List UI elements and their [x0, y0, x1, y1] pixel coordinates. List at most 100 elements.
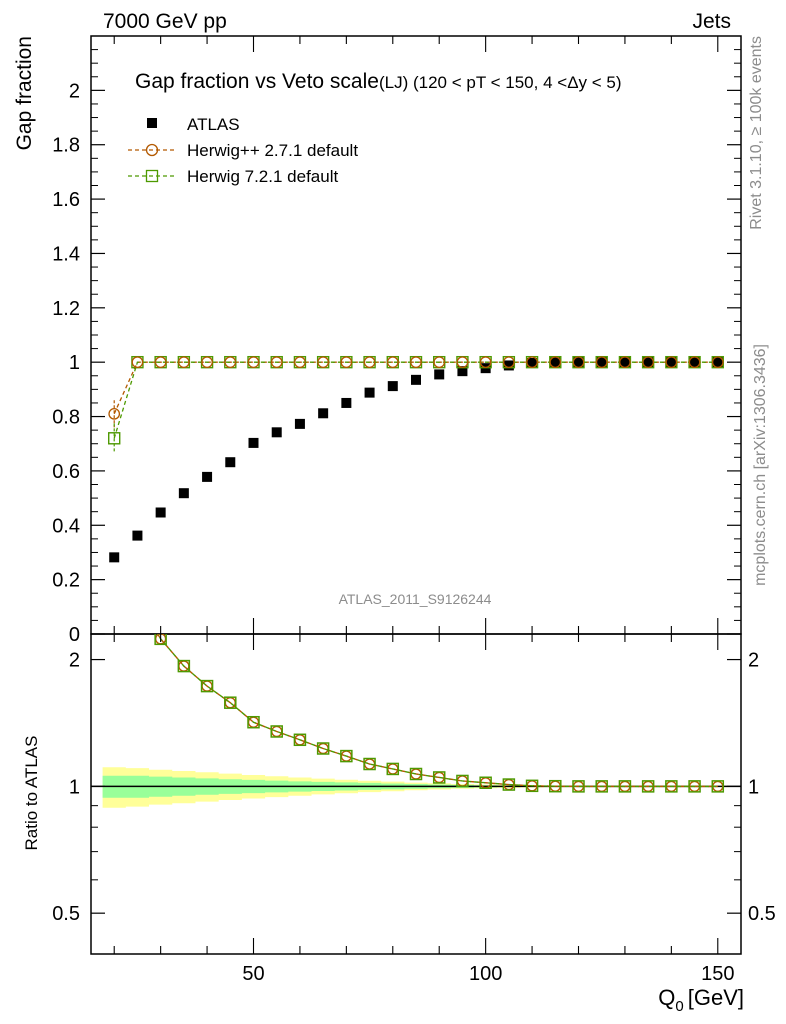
main-marker-atlas — [387, 381, 398, 392]
ratio-marker-herwig7 — [502, 778, 516, 791]
main-marker-atlas — [573, 357, 584, 368]
main-line-herwigpp — [113, 361, 718, 415]
main-y-tick-label: 2 — [69, 80, 80, 102]
main-y-tick-label: 0.2 — [52, 570, 80, 592]
ratio-panel: 0.5 0.51 12 2 50 100 150 Ratio to ATLAS Q0 [Ge… — [22, 595, 776, 1015]
ratio-marker-herwig7 — [618, 780, 632, 793]
main-marker-herwigpp — [595, 356, 608, 369]
main-marker-herwigpp — [503, 356, 515, 369]
ratio-line-herwig7 — [156, 634, 718, 788]
ratio-marker-herwig7 — [409, 767, 423, 781]
x-tick-label: 150 — [701, 963, 734, 985]
rivet-version-label: Rivet 3.1.10, ≥ 100k events — [748, 36, 765, 230]
main-marker-atlas — [341, 397, 352, 408]
chart-title-suffix: (LJ) (120 < pT < 150, 4 <Δy < 5) — [379, 73, 622, 92]
main-y-tick-label: 1.6 — [52, 189, 80, 211]
main-marker-herwigpp — [154, 356, 167, 369]
main-marker-atlas — [550, 357, 561, 368]
main-marker-atlas — [503, 360, 514, 371]
ratio-marker-herwig7 — [132, 595, 143, 606]
main-y-axis-label: Gap fraction — [13, 36, 36, 150]
main-marker-herwigpp — [386, 356, 399, 369]
analysis-watermark: ATLAS_2011_S9126244 — [339, 591, 492, 607]
legend-label-herwigpp: Herwig++ 2.7.1 default — [187, 141, 358, 160]
main-marker-herwigpp — [642, 356, 654, 369]
ratio-y-tick-label: 0.5 — [52, 903, 80, 925]
ratio-y-tick-label: 2 — [69, 650, 80, 672]
analysis-category-label: Jets — [692, 10, 731, 33]
ratio-marker-herwig7 — [363, 757, 376, 771]
main-marker-atlas — [225, 457, 236, 468]
main-marker-herwigpp — [294, 356, 306, 369]
chart-title-main: Gap fraction vs Veto scale — [135, 70, 379, 93]
x-axis-label-subscript: 0 — [675, 998, 683, 1015]
main-y-tick-label: 0 — [69, 624, 80, 646]
main-marker-atlas — [109, 552, 120, 563]
main-marker-atlas — [364, 387, 375, 398]
ratio-marker-herwig7 — [386, 762, 400, 776]
ratio-data-layer — [91, 595, 741, 808]
ratio-marker-herwig7 — [154, 634, 167, 646]
ratio-marker-herwig7 — [572, 780, 585, 793]
main-marker-herwigpp — [665, 356, 678, 369]
main-marker-herwigpp — [711, 356, 724, 369]
main-marker-atlas — [178, 488, 189, 499]
mcplots-label: mcplots.cern.ch [arXiv:1306.3436] — [752, 344, 769, 586]
x-tick-label: 100 — [469, 963, 502, 985]
ratio-marker-herwig7 — [109, 610, 120, 621]
main-marker-atlas — [527, 357, 538, 368]
x-axis-label: Q0 [GeV] — [658, 985, 744, 1015]
main-marker-atlas — [457, 366, 468, 377]
main-y-tick-label: 0.6 — [52, 461, 80, 483]
main-y-tick-label: 1.2 — [52, 298, 80, 320]
main-marker-atlas — [318, 408, 329, 419]
main-marker-atlas — [434, 369, 445, 380]
main-data-layer — [108, 355, 724, 563]
main-marker-herwigpp — [178, 356, 190, 369]
main-y-tick-label: 0.4 — [52, 515, 80, 537]
main-marker-herwigpp — [247, 356, 260, 369]
main-marker-atlas — [596, 357, 607, 368]
ratio-y-tick-label: 1 — [69, 776, 80, 798]
x-tick-label: 50 — [242, 963, 264, 985]
main-y-tick-label: 0.8 — [52, 407, 80, 429]
collision-label: 7000 GeV pp — [103, 10, 227, 33]
main-marker-atlas — [132, 530, 143, 541]
ratio-marker-herwig7 — [688, 780, 701, 793]
ratio-marker-herwig7 — [177, 659, 191, 673]
main-marker-herwigpp — [479, 356, 492, 369]
ratio-marker-herwigpp — [132, 596, 142, 606]
main-marker-atlas — [271, 427, 282, 438]
main-marker-herwigpp — [549, 356, 562, 369]
ratio-marker-herwig7 — [340, 749, 353, 763]
x-axis-label-unit: [GeV] — [688, 985, 744, 1010]
main-y-tick-label: 1.8 — [52, 135, 80, 157]
ratio-marker-herwig7 — [224, 696, 237, 709]
ratio-marker-herwig7 — [456, 774, 469, 788]
main-marker-atlas — [294, 418, 305, 429]
legend-label-atlas: ATLAS — [187, 115, 240, 134]
main-marker-herwigpp — [688, 356, 701, 369]
main-marker-atlas — [643, 357, 654, 368]
main-marker-herwigpp — [340, 356, 353, 369]
ratio-marker-herwig7 — [665, 780, 678, 793]
ratio-y-tick-label-right: 1 — [748, 776, 759, 798]
ratio-marker-herwig7 — [247, 715, 260, 729]
ratio-marker-herwig7 — [549, 779, 562, 793]
ratio-panel-frame — [90, 633, 742, 955]
main-marker-atlas — [248, 437, 259, 448]
main-marker-herwig7 — [108, 432, 121, 445]
main-marker-herwigpp — [410, 356, 422, 369]
ratio-y-tick-label-right: 0.5 — [748, 903, 776, 925]
ratio-marker-herwig7 — [711, 780, 725, 793]
legend-label-herwig7: Herwig 7.2.1 default — [187, 167, 338, 186]
main-marker-herwigpp — [131, 356, 144, 369]
legend-marker-herwig7 — [145, 169, 159, 183]
legend: ATLAS Herwig++ 2.7.1 default Herwig 7.2.… — [128, 115, 358, 186]
main-x-axis — [113, 36, 719, 634]
main-marker-atlas — [155, 507, 166, 518]
main-y-axis: 0 0.2 0.4 0.6 0.8 1 1.2 1.4 1.6 1.8 2 — [52, 49, 741, 646]
ratio-marker-herwig7 — [270, 725, 283, 738]
main-marker-herwigpp — [572, 356, 585, 369]
